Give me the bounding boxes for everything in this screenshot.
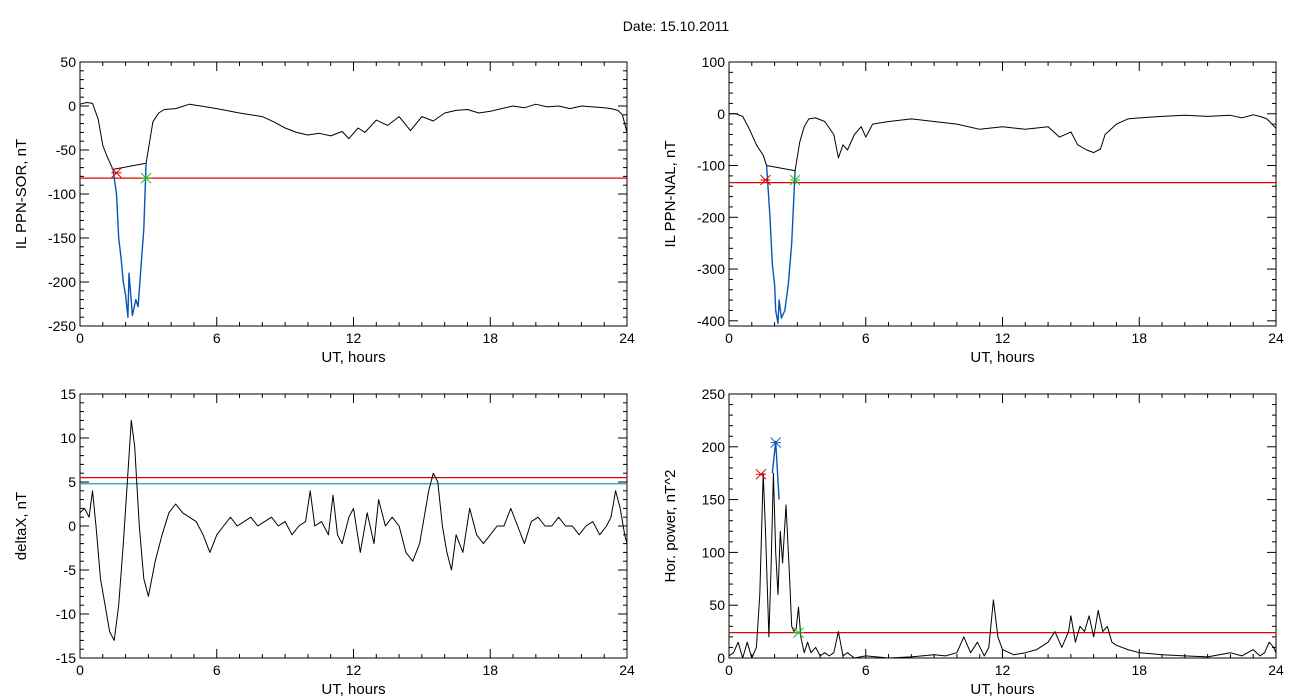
y-tick-label: -150	[48, 230, 76, 246]
series-line-2	[765, 165, 796, 325]
event-marker-2	[789, 174, 801, 186]
y-tick-label: 0	[68, 518, 76, 534]
y-tick-label: -100	[697, 158, 725, 174]
chart-panel-1: 0 6 12 18 24 -250 -200 -150 -100 -50 0 50 UT, hours I…	[13, 54, 635, 366]
y-tick-label: 200	[702, 439, 726, 455]
y-axis-label: Hor. power, nT^2	[662, 470, 679, 583]
x-tick-label: 12	[995, 330, 1011, 346]
date-title: Date: 15.10.2011	[622, 18, 730, 34]
y-tick-label: -200	[697, 209, 725, 225]
x-tick-label: 0	[76, 662, 84, 678]
plot-frame	[79, 61, 628, 327]
y-tick-label: -300	[697, 261, 725, 277]
x-axis-label: UT, hours	[970, 349, 1034, 366]
y-tick-label: -10	[56, 606, 76, 622]
x-tick-label: 12	[346, 662, 362, 678]
plot-frame	[728, 393, 1277, 659]
y-axis-label: IL PPN-SOR, nT	[13, 139, 30, 249]
x-axis-label: UT, hours	[321, 681, 385, 698]
y-tick-label: 250	[702, 386, 726, 402]
x-tick-label: 18	[1131, 662, 1147, 678]
series-line-1	[79, 419, 628, 641]
event-marker-2	[770, 437, 782, 448]
series-line-1	[728, 472, 1277, 659]
x-axis-label: UT, hours	[970, 681, 1034, 698]
chart-panel-3: 0 6 12 18 24 -15 -10 -5 0 5 10 15 UT, hours deltaX, n…	[13, 386, 635, 698]
y-tick-label: 150	[702, 492, 726, 508]
x-tick-label: 18	[482, 330, 498, 346]
x-tick-label: 18	[482, 662, 498, 678]
y-tick-label: 100	[702, 54, 726, 70]
y-axis-label: deltaX, nT	[13, 492, 30, 560]
plot-frame	[728, 61, 1277, 327]
x-tick-label: 6	[862, 662, 870, 678]
chart-panel-4: 0 6 12 18 24 0 50 100 150 200 250 UT, hours Hor. pow…	[662, 386, 1284, 698]
y-axis-label: IL PPN-NAL, nT	[662, 141, 679, 248]
x-axis-label: UT, hours	[321, 349, 385, 366]
series-line-2	[771, 440, 780, 500]
y-tick-label: 50	[60, 54, 76, 70]
chart-panel-2: 0 6 12 18 24 -400 -300 -200 -100 0 100 UT, hours IL …	[662, 54, 1284, 366]
y-tick-label: -200	[48, 274, 76, 290]
x-tick-label: 0	[725, 330, 733, 346]
event-marker-2	[140, 172, 152, 184]
x-tick-label: 24	[1268, 330, 1284, 346]
event-marker-1	[111, 167, 122, 179]
y-tick-label: 0	[717, 106, 725, 122]
y-tick-label: 50	[709, 597, 725, 613]
y-tick-label: 0	[68, 98, 76, 114]
event-marker-1	[760, 174, 771, 186]
y-tick-label: 10	[60, 430, 76, 446]
x-tick-label: 6	[862, 330, 870, 346]
y-tick-label: 5	[68, 474, 76, 490]
y-tick-label: -15	[56, 650, 76, 666]
x-tick-label: 24	[619, 330, 635, 346]
event-marker-3	[793, 627, 804, 639]
x-tick-label: 12	[346, 330, 362, 346]
x-tick-label: 0	[76, 330, 84, 346]
x-tick-label: 18	[1131, 330, 1147, 346]
x-tick-label: 24	[619, 662, 635, 678]
series-line-2	[112, 163, 147, 318]
y-tick-label: -100	[48, 186, 76, 202]
series-line-1	[79, 102, 628, 170]
x-tick-label: 24	[1268, 662, 1284, 678]
y-tick-label: 100	[702, 544, 726, 560]
y-tick-label: -250	[48, 318, 76, 334]
x-tick-label: 6	[213, 662, 221, 678]
x-tick-label: 12	[995, 662, 1011, 678]
y-tick-label: 15	[60, 386, 76, 402]
y-tick-label: -50	[56, 142, 76, 158]
y-tick-label: -5	[64, 562, 77, 578]
y-tick-label: 0	[717, 650, 725, 666]
y-tick-label: -400	[697, 313, 725, 329]
x-tick-label: 0	[725, 662, 733, 678]
event-marker-1	[755, 468, 767, 480]
x-tick-label: 6	[213, 330, 221, 346]
series-line-1	[729, 113, 1277, 172]
